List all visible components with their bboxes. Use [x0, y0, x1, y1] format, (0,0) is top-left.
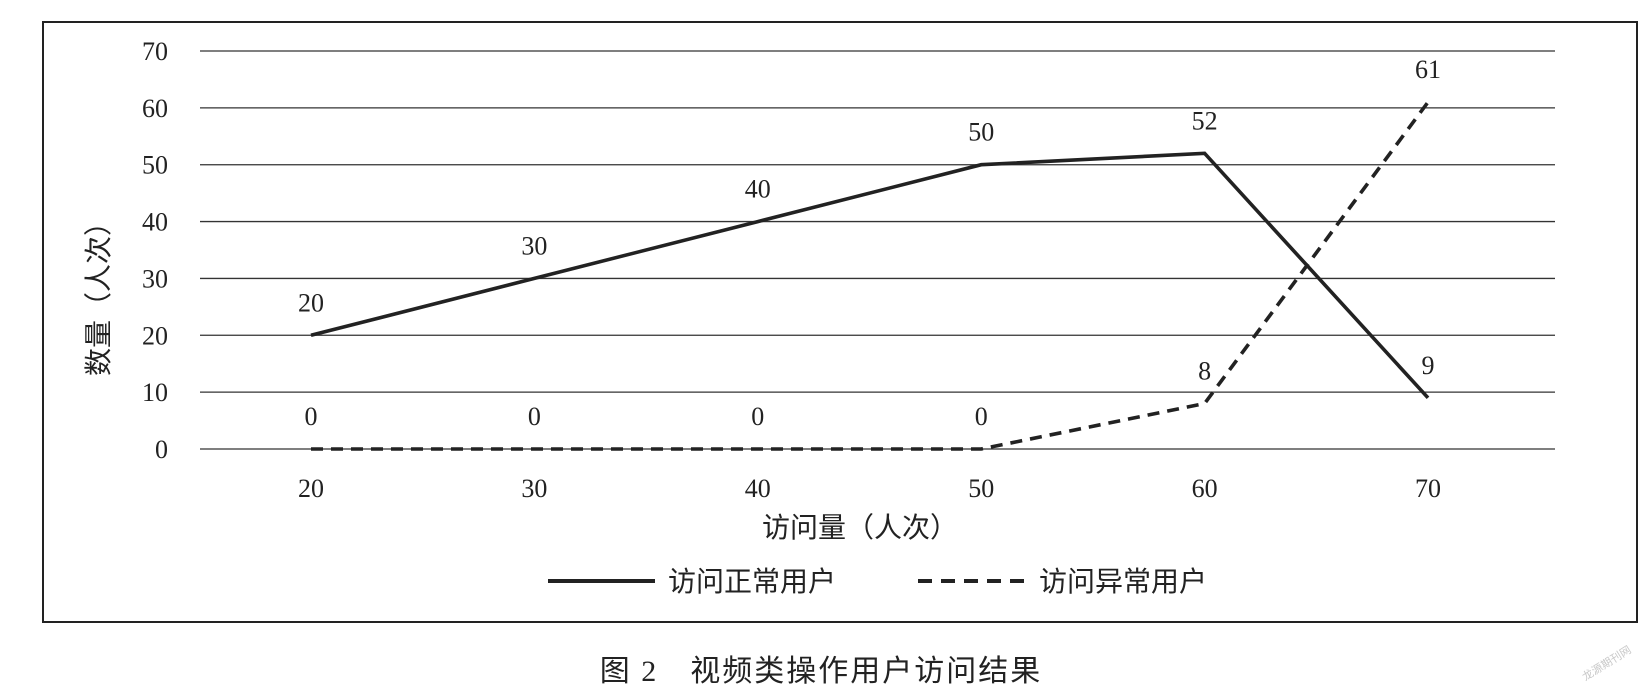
series-line-normal-users: [310, 151, 1430, 400]
series-lines: [310, 101, 1430, 451]
data-label-normal: 30: [521, 231, 547, 260]
grid-lines: [200, 50, 1555, 450]
legend-label-abnormal: 访问异常用户: [1039, 566, 1207, 598]
figure-caption: 图 2 视频类操作用户访问结果: [599, 655, 1043, 688]
data-label-normal: 9: [1422, 351, 1435, 380]
x-tick-label: 30: [521, 474, 547, 503]
series-line-abnormal-users: [311, 101, 1430, 451]
x-axis-ticks: 20 30 40 50 60 70: [298, 474, 1441, 503]
y-tick-label: 60: [142, 94, 168, 123]
data-label-normal: 50: [968, 118, 994, 147]
legend: 访问正常用户 访问异常用户: [548, 566, 1207, 598]
chart-frame: [42, 21, 1638, 623]
y-tick-label: 50: [142, 151, 168, 180]
x-tick-label: 60: [1192, 474, 1218, 503]
x-axis-title: 访问量（人次）: [762, 512, 958, 544]
data-labels: 20 30 40 50 52 9 0 0 0 0 8 61: [298, 55, 1441, 431]
y-tick-label: 10: [142, 378, 168, 407]
y-tick-label: 30: [142, 264, 168, 293]
y-tick-label: 0: [155, 435, 168, 464]
legend-label-normal: 访问正常用户: [668, 566, 836, 598]
x-tick-label: 70: [1415, 474, 1441, 503]
y-axis-ticks: 0 10 20 30 40 50 60 70: [142, 37, 168, 464]
x-tick-label: 40: [745, 474, 771, 503]
data-label-abnormal: 0: [528, 402, 541, 431]
y-tick-label: 70: [142, 37, 168, 66]
x-tick-label: 20: [298, 474, 324, 503]
x-tick-label: 50: [968, 474, 994, 503]
y-tick-label: 20: [142, 321, 168, 350]
data-label-abnormal: 0: [305, 402, 318, 431]
y-tick-label: 40: [142, 208, 168, 237]
data-label-abnormal: 8: [1198, 357, 1211, 386]
data-label-abnormal: 0: [975, 402, 988, 431]
y-axis-title: 数量（人次）: [83, 208, 115, 376]
data-label-normal: 40: [745, 175, 771, 204]
data-label-abnormal: 61: [1415, 55, 1441, 84]
data-label-abnormal: 0: [751, 402, 764, 431]
data-label-normal: 52: [1192, 106, 1218, 135]
data-label-normal: 20: [298, 288, 324, 317]
